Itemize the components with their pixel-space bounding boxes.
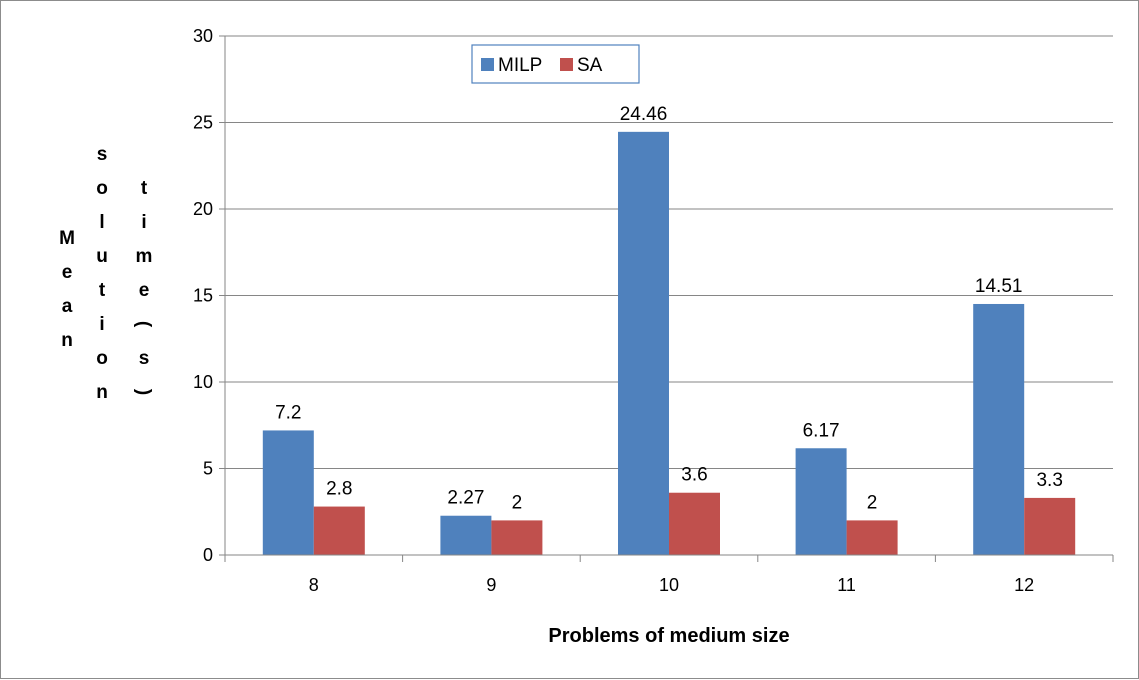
x-tick-label: 9 — [486, 575, 496, 595]
data-label: 14.51 — [975, 276, 1023, 297]
y-axis-title-char: i — [141, 212, 146, 233]
y-tick-label: 5 — [203, 459, 213, 479]
data-label: 3.6 — [681, 465, 707, 486]
y-tick-label: 20 — [193, 199, 213, 219]
y-axis-title-char: l — [99, 212, 104, 233]
data-label: 6.17 — [803, 420, 840, 441]
data-label: 2 — [867, 492, 878, 513]
data-label: 2 — [512, 492, 523, 513]
bar-sa-9 — [491, 520, 543, 555]
y-axis-title-char: u — [96, 246, 108, 267]
y-axis-title-char: ( — [133, 321, 154, 328]
y-axis-title-char: s — [139, 348, 150, 369]
x-tick-label: 8 — [309, 575, 319, 595]
y-axis-title-char: o — [96, 178, 108, 199]
bars — [262, 131, 1076, 556]
legend-box — [471, 44, 640, 84]
x-tick-label: 10 — [659, 575, 679, 595]
y-tick-label: 25 — [193, 113, 213, 133]
y-axis-title-char: m — [136, 246, 153, 267]
data-label: 3.3 — [1036, 470, 1062, 491]
y-axis-title-char: t — [141, 178, 148, 199]
bar-milp-12 — [973, 303, 1025, 555]
data-label: 2.27 — [447, 488, 484, 509]
x-tick-label: 11 — [837, 575, 856, 595]
legend-label-milp: MILP — [498, 55, 542, 76]
y-axis-title-char: o — [96, 348, 108, 369]
y-axis-title-char: s — [97, 144, 108, 165]
bar-sa-8 — [313, 506, 365, 555]
y-axis-title-char: t — [99, 280, 106, 301]
y-tick-label: 15 — [193, 286, 213, 306]
x-axis-title: Problems of medium size — [548, 625, 789, 647]
y-axis-title-char: a — [62, 296, 73, 317]
data-labels: 7.2 2.8 2.27 2 24.46 3.6 6.17 2 14.51 3.3 — [275, 104, 1063, 514]
legend-swatch-sa — [560, 58, 573, 71]
data-label: 2.8 — [326, 479, 352, 500]
y-axis-title-char: i — [99, 314, 104, 335]
data-label: 24.46 — [620, 104, 668, 125]
bar-milp-11 — [795, 448, 847, 555]
legend-swatch-milp — [481, 58, 494, 71]
axes: 0 5 10 15 20 25 30 8 9 10 11 12 — [193, 26, 1114, 595]
legend: MILP SA — [471, 44, 640, 84]
y-tick-label: 10 — [193, 372, 213, 392]
y-tick-label: 0 — [203, 545, 213, 565]
y-axis-title-char: n — [61, 330, 73, 351]
bar-milp-8 — [262, 430, 314, 555]
data-label: 7.2 — [275, 402, 301, 423]
bar-milp-10 — [618, 131, 669, 556]
bar-sa-11 — [846, 520, 898, 555]
y-axis-title-char: M — [59, 228, 75, 249]
bar-sa-12 — [1024, 497, 1076, 555]
bar-sa-10 — [669, 492, 720, 555]
y-axis-title-char: e — [139, 280, 150, 301]
y-axis-title-char: ) — [133, 389, 154, 395]
y-axis-title-char: e — [62, 262, 73, 283]
x-tick-label: 12 — [1014, 575, 1034, 595]
y-tick-label: 30 — [193, 26, 213, 46]
y-axis-title-char: n — [96, 382, 108, 403]
bar-milp-9 — [440, 515, 492, 555]
legend-label-sa: SA — [577, 55, 603, 76]
